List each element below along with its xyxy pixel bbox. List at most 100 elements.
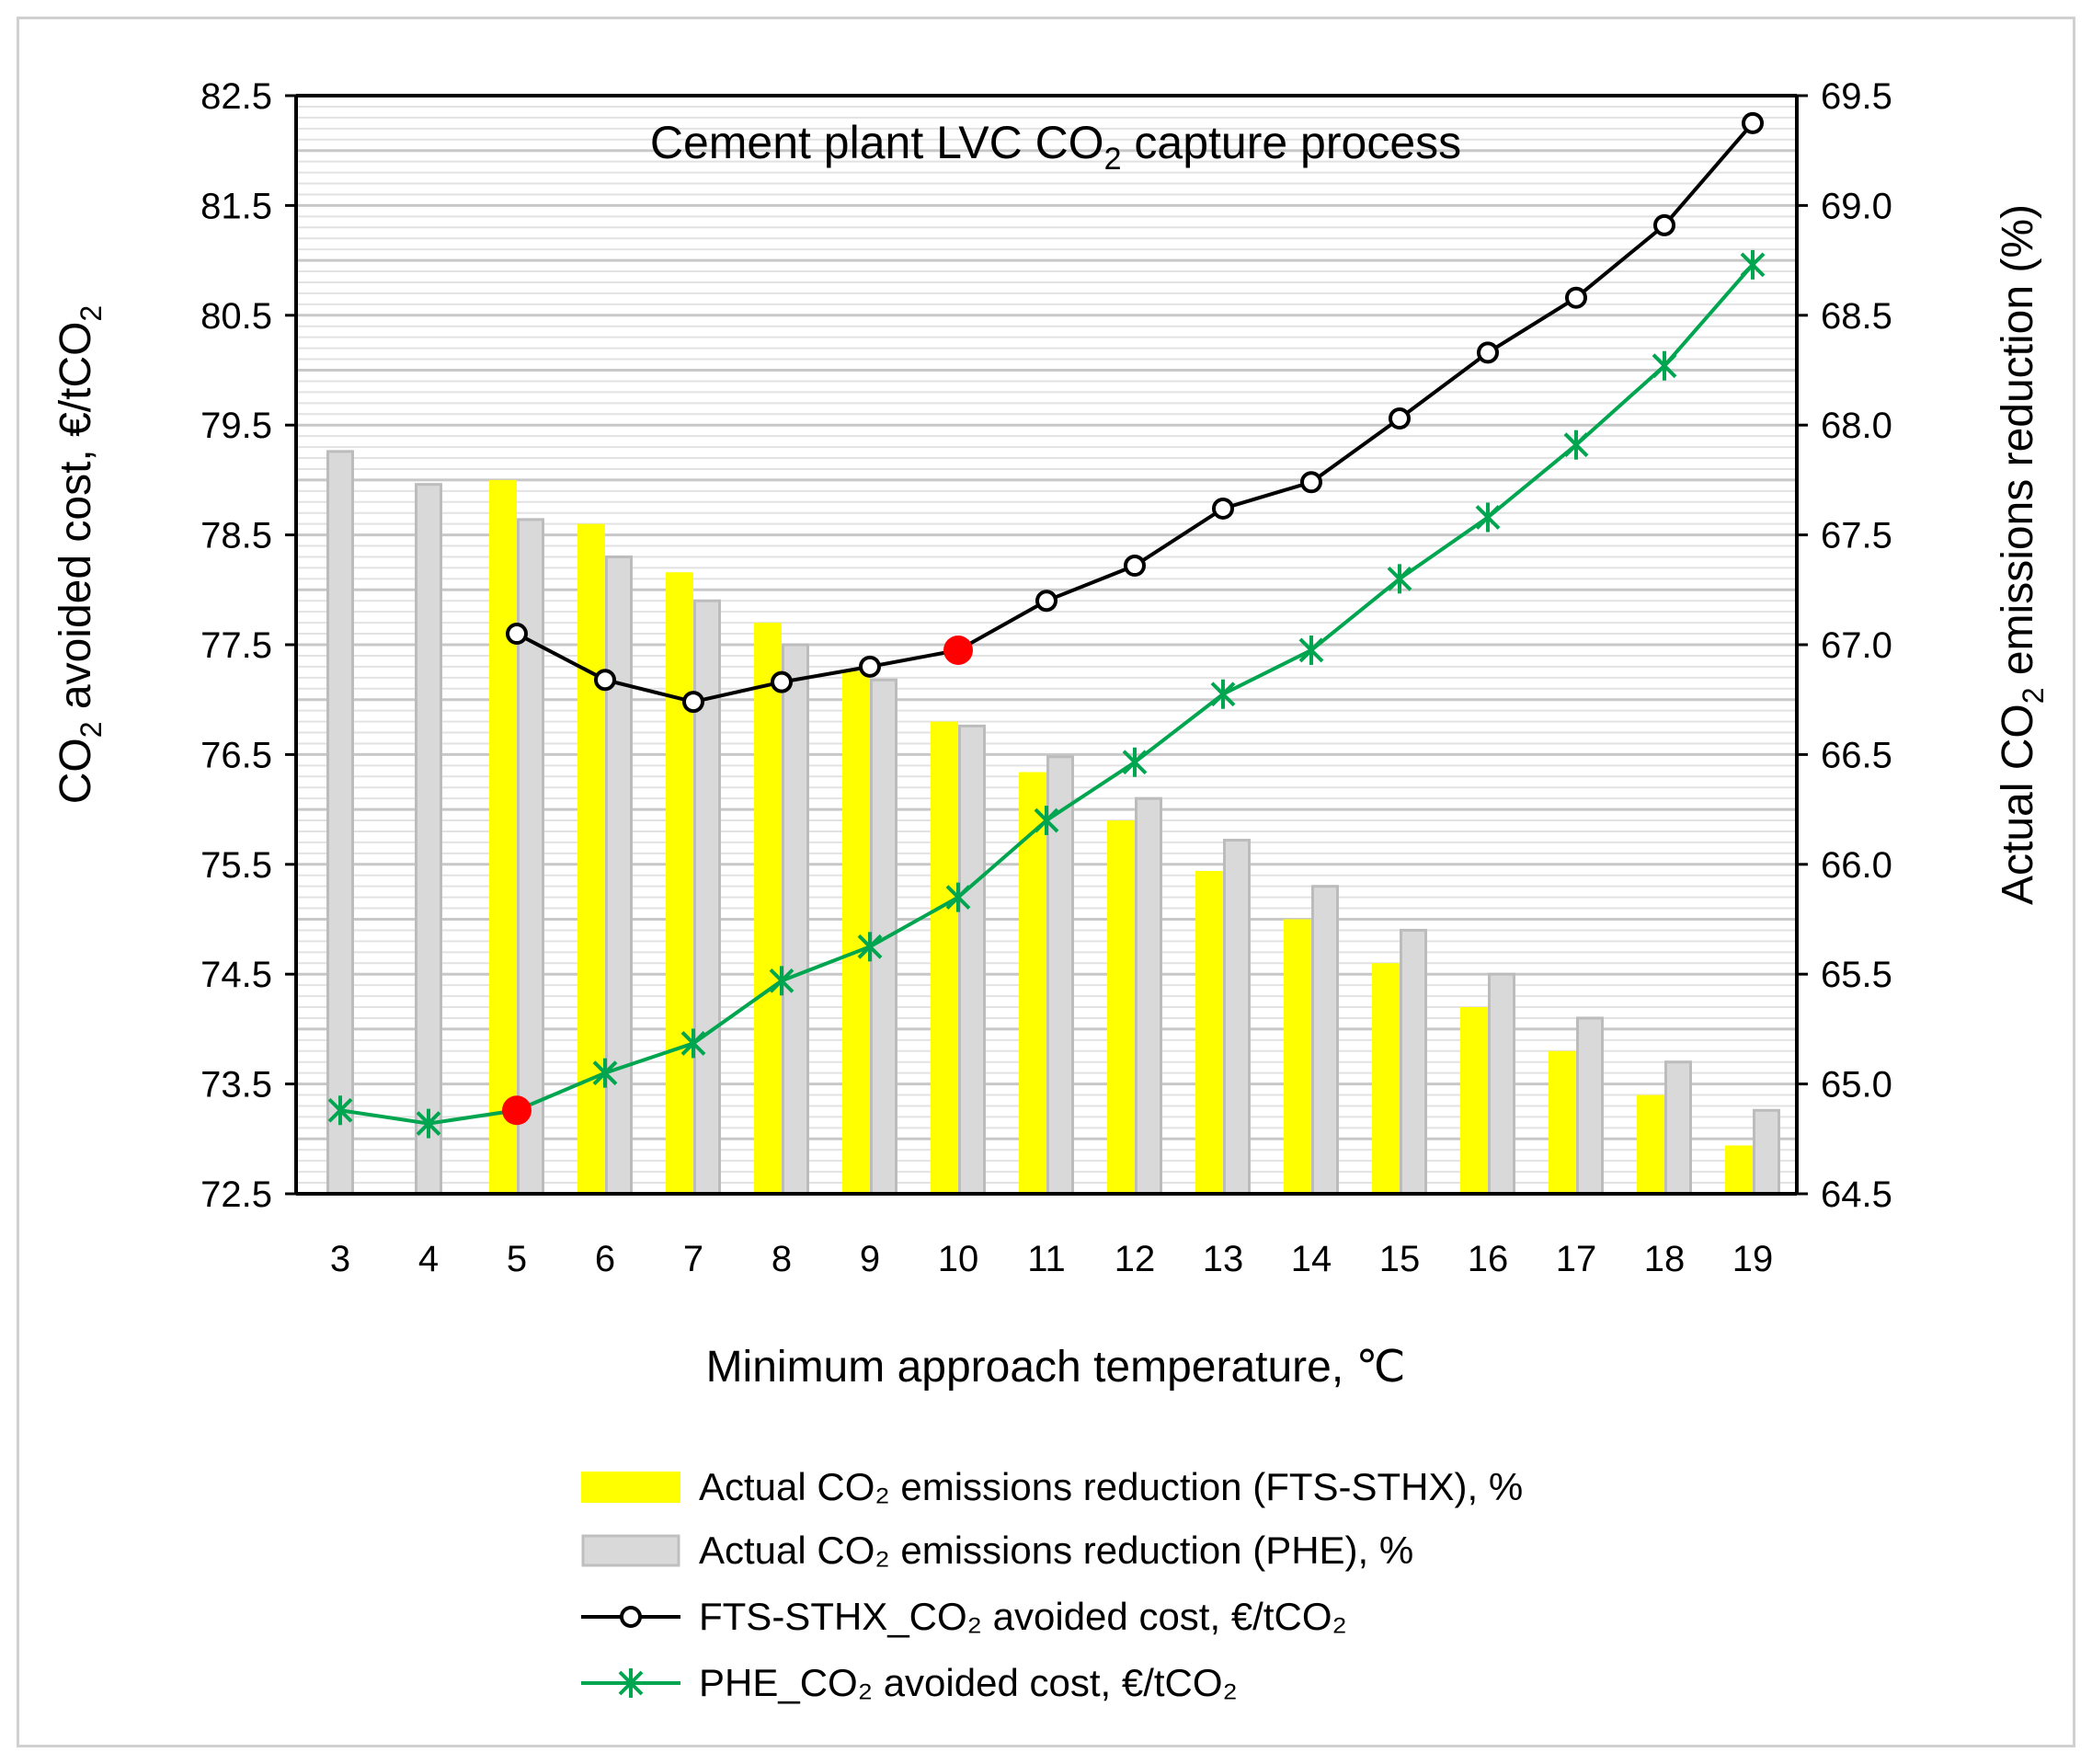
tick-label-x: 6 <box>595 1239 615 1279</box>
tick-label-x: 4 <box>418 1239 439 1279</box>
bar-fts-sthx <box>1019 772 1046 1194</box>
lines <box>327 111 1766 1139</box>
legend: Actual CO₂ emissions reduction (FTS-STHX… <box>581 1465 1523 1704</box>
y-axis-right-title: Actual CO2 emissions reduction (%) <box>1994 204 2050 905</box>
tick-label-x: 15 <box>1379 1239 1421 1279</box>
point-phe <box>1034 806 1059 836</box>
bar-fts-sthx <box>931 721 958 1194</box>
legend-label-fts-line: FTS-STHX_CO₂ avoided cost, €/tCO₂ <box>699 1595 1347 1638</box>
bar-fts-sthx <box>1195 870 1223 1194</box>
bar-phe <box>1311 885 1339 1196</box>
tick-label-right: 64.5 <box>1821 1174 1892 1215</box>
point-phe <box>1563 430 1589 460</box>
bar-phe <box>1488 972 1515 1196</box>
bar-phe <box>1046 755 1074 1196</box>
point-phe <box>1298 635 1324 665</box>
tick-label-right: 68.5 <box>1821 296 1892 337</box>
y-axis-left-title: CO2 avoided cost, €/tCO2 <box>51 305 108 804</box>
point-phe <box>1210 679 1236 709</box>
bar-fts-sthx <box>754 623 782 1194</box>
point-phe <box>1652 350 1677 381</box>
point-phe <box>857 932 883 962</box>
tick-label-left: 76.5 <box>200 735 272 775</box>
tick-label-left: 78.5 <box>200 516 272 556</box>
x-axis-title: Minimum approach temperature, ℃ <box>706 1343 1406 1392</box>
bar-phe <box>1664 1060 1692 1196</box>
legend-marker-phe <box>618 1668 644 1698</box>
tick-label-x: 19 <box>1732 1239 1774 1279</box>
tick-label-left: 81.5 <box>200 186 272 226</box>
tick-label-left: 82.5 <box>200 76 272 117</box>
tick-label-right: 67.0 <box>1821 625 1892 666</box>
bar-fts-sthx <box>489 479 517 1194</box>
tick-label-right: 65.0 <box>1821 1065 1892 1105</box>
tick-label-left: 79.5 <box>200 406 272 446</box>
legend-label-phe-bar: Actual CO₂ emissions reduction (PHE), % <box>699 1529 1413 1572</box>
tick-label-left: 74.5 <box>200 955 272 995</box>
point-phe <box>592 1058 618 1088</box>
point-phe <box>1475 502 1501 533</box>
tick-label-x: 7 <box>683 1239 703 1279</box>
tick-label-left: 77.5 <box>200 625 272 666</box>
highlight-point <box>502 1095 532 1126</box>
bar-fts-sthx <box>666 572 693 1194</box>
tick-label-x: 16 <box>1468 1239 1509 1279</box>
bar-phe <box>958 724 986 1196</box>
tick-label-right: 69.0 <box>1821 186 1892 226</box>
tick-label-right: 65.5 <box>1821 955 1892 995</box>
bar-phe <box>782 643 809 1196</box>
tick-label-left: 72.5 <box>200 1174 272 1215</box>
point-phe <box>1122 747 1148 777</box>
bar-fts-sthx <box>577 523 605 1194</box>
point-fts-sthx <box>682 691 704 714</box>
bar-phe <box>1576 1016 1604 1196</box>
bar-fts-sthx <box>1549 1050 1576 1194</box>
axis-ticks <box>285 94 1808 1196</box>
tick-label-x: 10 <box>938 1239 979 1279</box>
bar-phe <box>605 555 633 1196</box>
point-fts-sthx <box>1477 341 1499 364</box>
point-fts-sthx <box>771 670 793 693</box>
bar-phe <box>1753 1108 1780 1196</box>
point-fts-sthx <box>1565 286 1587 309</box>
point-phe <box>416 1108 441 1139</box>
legend-marker-fts <box>620 1606 642 1628</box>
tick-label-right: 69.5 <box>1821 76 1892 117</box>
chart-frame <box>17 17 2075 1747</box>
point-phe <box>1740 249 1766 280</box>
bar-phe <box>517 518 544 1196</box>
tick-label-x: 13 <box>1203 1239 1244 1279</box>
point-fts-sthx <box>594 669 616 692</box>
bar-fts-sthx <box>1372 963 1400 1194</box>
bar-fts-sthx <box>1460 1007 1488 1194</box>
legend-label-phe-line: PHE_CO₂ avoided cost, €/tCO₂ <box>699 1661 1238 1704</box>
bar-fts-sthx <box>1284 919 1311 1194</box>
tick-label-right: 66.0 <box>1821 845 1892 886</box>
point-phe <box>945 882 971 912</box>
point-phe <box>327 1095 353 1126</box>
bar-phe <box>870 678 897 1196</box>
highlight-point <box>943 635 973 665</box>
tick-label-x: 12 <box>1115 1239 1156 1279</box>
tick-label-left: 75.5 <box>200 845 272 886</box>
tick-label-right: 66.5 <box>1821 735 1892 775</box>
tick-label-x: 5 <box>507 1239 527 1279</box>
bar-phe <box>326 450 354 1196</box>
bar-fts-sthx <box>1637 1094 1664 1194</box>
point-phe <box>680 1028 706 1059</box>
point-fts-sthx <box>1653 213 1675 236</box>
point-fts-sthx <box>1742 111 1764 134</box>
point-fts-sthx <box>1300 471 1322 494</box>
bar-phe <box>1400 928 1427 1196</box>
bar-phe <box>415 483 442 1196</box>
point-fts-sthx <box>1035 590 1057 613</box>
point-phe <box>1387 564 1412 594</box>
tick-label-x: 14 <box>1291 1239 1332 1279</box>
chart-title: Cement plant LVC CO2 capture process <box>650 117 1461 177</box>
point-fts-sthx <box>1124 555 1146 578</box>
legend-label-fts-bar: Actual CO₂ emissions reduction (FTS-STHX… <box>699 1465 1523 1508</box>
tick-label-x: 11 <box>1027 1239 1066 1279</box>
tick-label-x: 3 <box>330 1239 350 1279</box>
bar-fts-sthx <box>842 670 870 1194</box>
